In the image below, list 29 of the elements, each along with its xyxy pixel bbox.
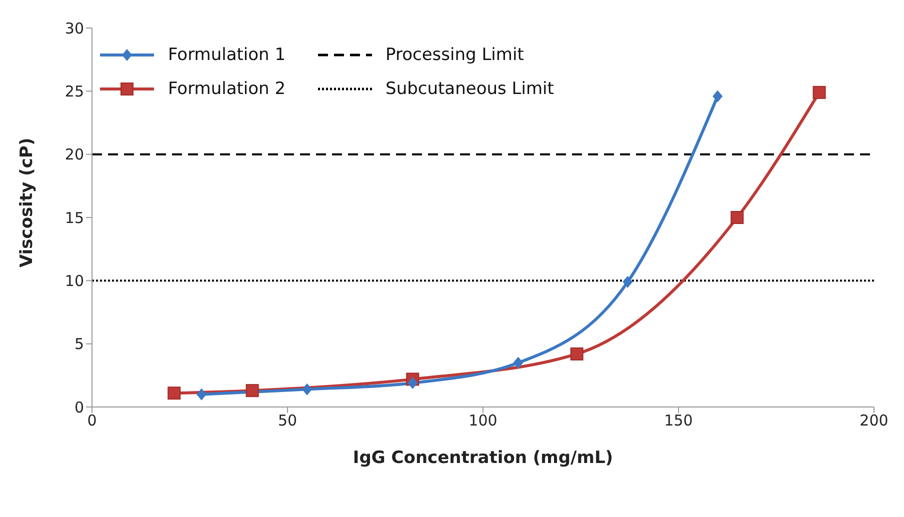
- legend-label: Processing Limit: [386, 45, 524, 65]
- point: [302, 383, 312, 396]
- point: [712, 90, 723, 102]
- point: [622, 276, 633, 288]
- legend-label: Formulation 2: [168, 79, 286, 99]
- y-tick-label: 10: [64, 272, 84, 290]
- y-tick-label: 25: [64, 82, 84, 100]
- point: [570, 347, 584, 360]
- legend-label: Formulation 1: [168, 45, 286, 65]
- x-tick-label: 50: [278, 412, 298, 430]
- x-tick-label: 200: [860, 412, 888, 430]
- point: [812, 86, 826, 99]
- x-tick-label: 100: [468, 412, 498, 430]
- legend-label: Subcutaneous Limit: [386, 79, 554, 99]
- x-tick-label: 150: [664, 412, 693, 430]
- y-tick-label: 30: [64, 19, 84, 38]
- y-tick-label: 0: [74, 398, 84, 416]
- point: [246, 384, 259, 398]
- point: [730, 211, 744, 224]
- x-tick-label: 0: [87, 412, 97, 430]
- y-tick-label: 20: [64, 146, 84, 164]
- point: [513, 356, 524, 369]
- x-axis-title: IgG Concentration (mg/mL): [352, 448, 614, 468]
- point: [408, 376, 418, 389]
- y-tick-label: 15: [64, 208, 84, 227]
- point: [196, 388, 206, 400]
- y-tick-label: 5: [74, 335, 84, 354]
- point: [168, 386, 181, 400]
- y-axis-title: Viscosity (cP): [17, 138, 38, 268]
